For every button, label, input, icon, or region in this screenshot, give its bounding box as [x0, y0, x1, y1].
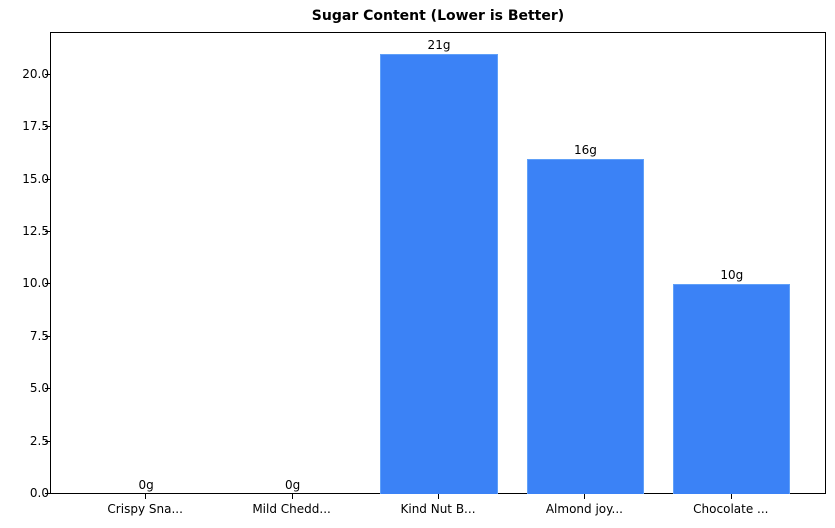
y-tick [45, 126, 50, 128]
bar [673, 284, 791, 494]
y-tick-label: 15.0 [22, 171, 49, 186]
chart-title: Sugar Content (Lower is Better) [311, 8, 565, 24]
y-tick-label: 10.0 [22, 276, 49, 291]
x-tick-label: Mild Chedd... [252, 502, 331, 516]
bar-value-label: 10g [720, 268, 744, 283]
y-tick [45, 335, 50, 337]
y-tick-label: 5.0 [29, 381, 49, 396]
x-tick [145, 494, 147, 499]
y-tick [45, 493, 50, 494]
x-tick-label: Almond joy... [545, 502, 623, 516]
x-tick [730, 494, 732, 499]
x-tick [291, 494, 293, 499]
bar-value-label: 0g [284, 478, 301, 492]
x-tick-label: Chocolate ... [693, 502, 769, 516]
bar-value-label: 21g [427, 38, 451, 52]
y-tick [45, 73, 50, 75]
y-tick-label: 12.5 [22, 224, 49, 239]
y-tick [45, 283, 50, 285]
y-tick-label: 20.0 [22, 66, 49, 81]
y-tick [45, 388, 50, 390]
x-tick-label: Kind Nut B... [400, 502, 476, 516]
y-tick [45, 178, 50, 180]
y-tick [45, 231, 50, 233]
y-tick-label: 17.5 [22, 119, 49, 134]
x-tick [438, 494, 439, 499]
y-tick [45, 440, 50, 442]
bar-value-label: 0g [138, 478, 154, 492]
y-tick-label: 7.5 [29, 328, 49, 343]
y-tick-label: 0.0 [29, 486, 49, 500]
y-tick-label: 2.5 [29, 433, 49, 448]
plot-area: 0g 0g 21g 16g 10g [50, 32, 826, 494]
x-tick [584, 494, 586, 499]
bar [380, 54, 498, 494]
bar-value-label: 16g [573, 142, 597, 157]
bar [526, 158, 644, 494]
x-tick-label: Crispy Sna... [107, 502, 183, 516]
